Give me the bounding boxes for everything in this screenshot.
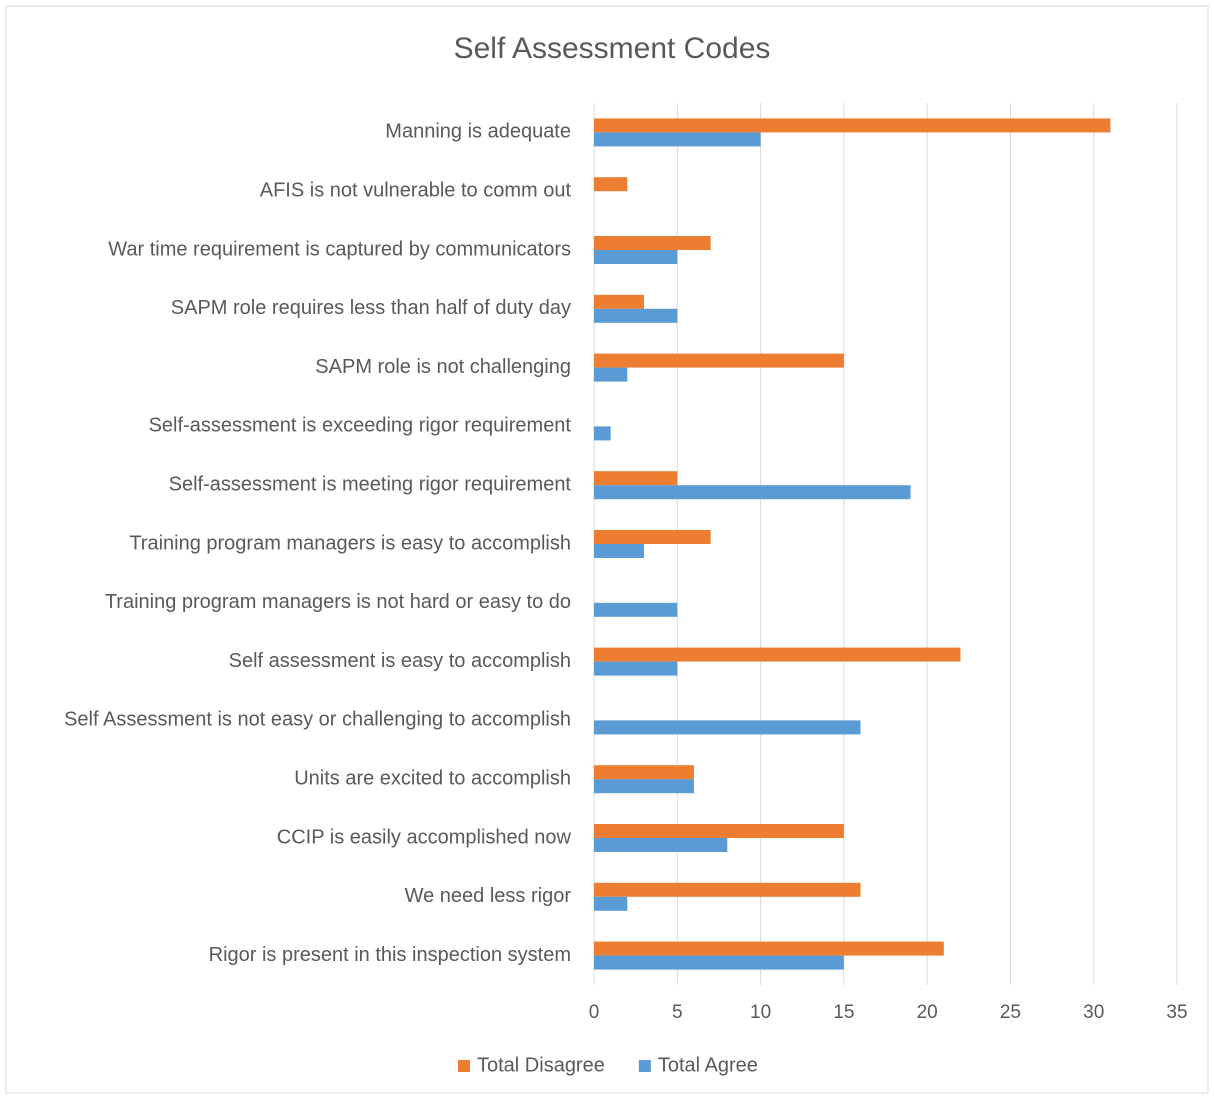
- bar: [594, 896, 628, 911]
- bar: [594, 955, 844, 970]
- x-tick-label: 0: [589, 1002, 600, 1023]
- bar: [594, 132, 761, 147]
- x-tick-label: 35: [1166, 1002, 1187, 1023]
- y-tick-label: AFIS is not vulnerable to comm out: [260, 179, 572, 201]
- bar: [594, 308, 678, 323]
- x-tick-label: 20: [917, 1002, 938, 1023]
- bar: [594, 824, 844, 838]
- y-tick-label: SAPM role requires less than half of dut…: [171, 297, 571, 319]
- bar: [594, 941, 944, 956]
- y-tick-label: Training program managers is easy to acc…: [129, 532, 571, 554]
- bar: [594, 485, 911, 500]
- legend-label: Total Agree: [658, 1054, 758, 1076]
- bar: [594, 118, 1111, 133]
- legend-swatch: [638, 1060, 651, 1072]
- bar: [594, 602, 678, 617]
- bar: [594, 426, 611, 441]
- y-tick-label: Rigor is present in this inspection syst…: [209, 944, 571, 966]
- chart-title: Self Assessment Codes: [454, 32, 771, 65]
- y-tick-label: Self-assessment is exceeding rigor requi…: [149, 415, 572, 437]
- y-tick-label: CCIP is easily accomplished now: [277, 826, 572, 848]
- y-tick-label: Self-assessment is meeting rigor require…: [169, 473, 572, 495]
- y-tick-label: Self Assessment is not easy or challengi…: [64, 709, 571, 731]
- x-tick-label: 5: [672, 1002, 683, 1023]
- bar: [594, 647, 961, 662]
- legend-swatch: [458, 1060, 470, 1072]
- bar: [594, 250, 678, 264]
- x-tick-label: 15: [833, 1002, 854, 1023]
- bar: [594, 530, 711, 544]
- bar: [594, 367, 628, 382]
- bar: [594, 779, 694, 794]
- bar: [594, 882, 861, 897]
- y-tick-label: Training program managers is not hard or…: [105, 591, 571, 613]
- y-tick-label: We need less rigor: [405, 885, 572, 907]
- x-tick-label: 25: [1000, 1002, 1021, 1023]
- bar: [594, 661, 678, 676]
- bar: [594, 294, 644, 309]
- x-tick-label: 30: [1083, 1002, 1104, 1023]
- bar: [594, 236, 711, 250]
- x-tick-label: 10: [750, 1002, 771, 1023]
- bar: [594, 838, 728, 852]
- y-tick-label: SAPM role is not challenging: [315, 356, 571, 378]
- bar: [594, 720, 861, 735]
- bar: [594, 177, 628, 192]
- y-tick-label: Self assessment is easy to accomplish: [229, 650, 571, 672]
- bar: [594, 353, 844, 368]
- legend-label: Total Disagree: [477, 1054, 605, 1076]
- bar: [594, 765, 694, 780]
- bar: [594, 544, 644, 558]
- y-tick-label: Manning is adequate: [385, 121, 571, 143]
- y-tick-label: Units are excited to accomplish: [294, 767, 571, 789]
- bar: [594, 471, 678, 486]
- y-tick-label: War time requirement is captured by comm…: [108, 238, 571, 260]
